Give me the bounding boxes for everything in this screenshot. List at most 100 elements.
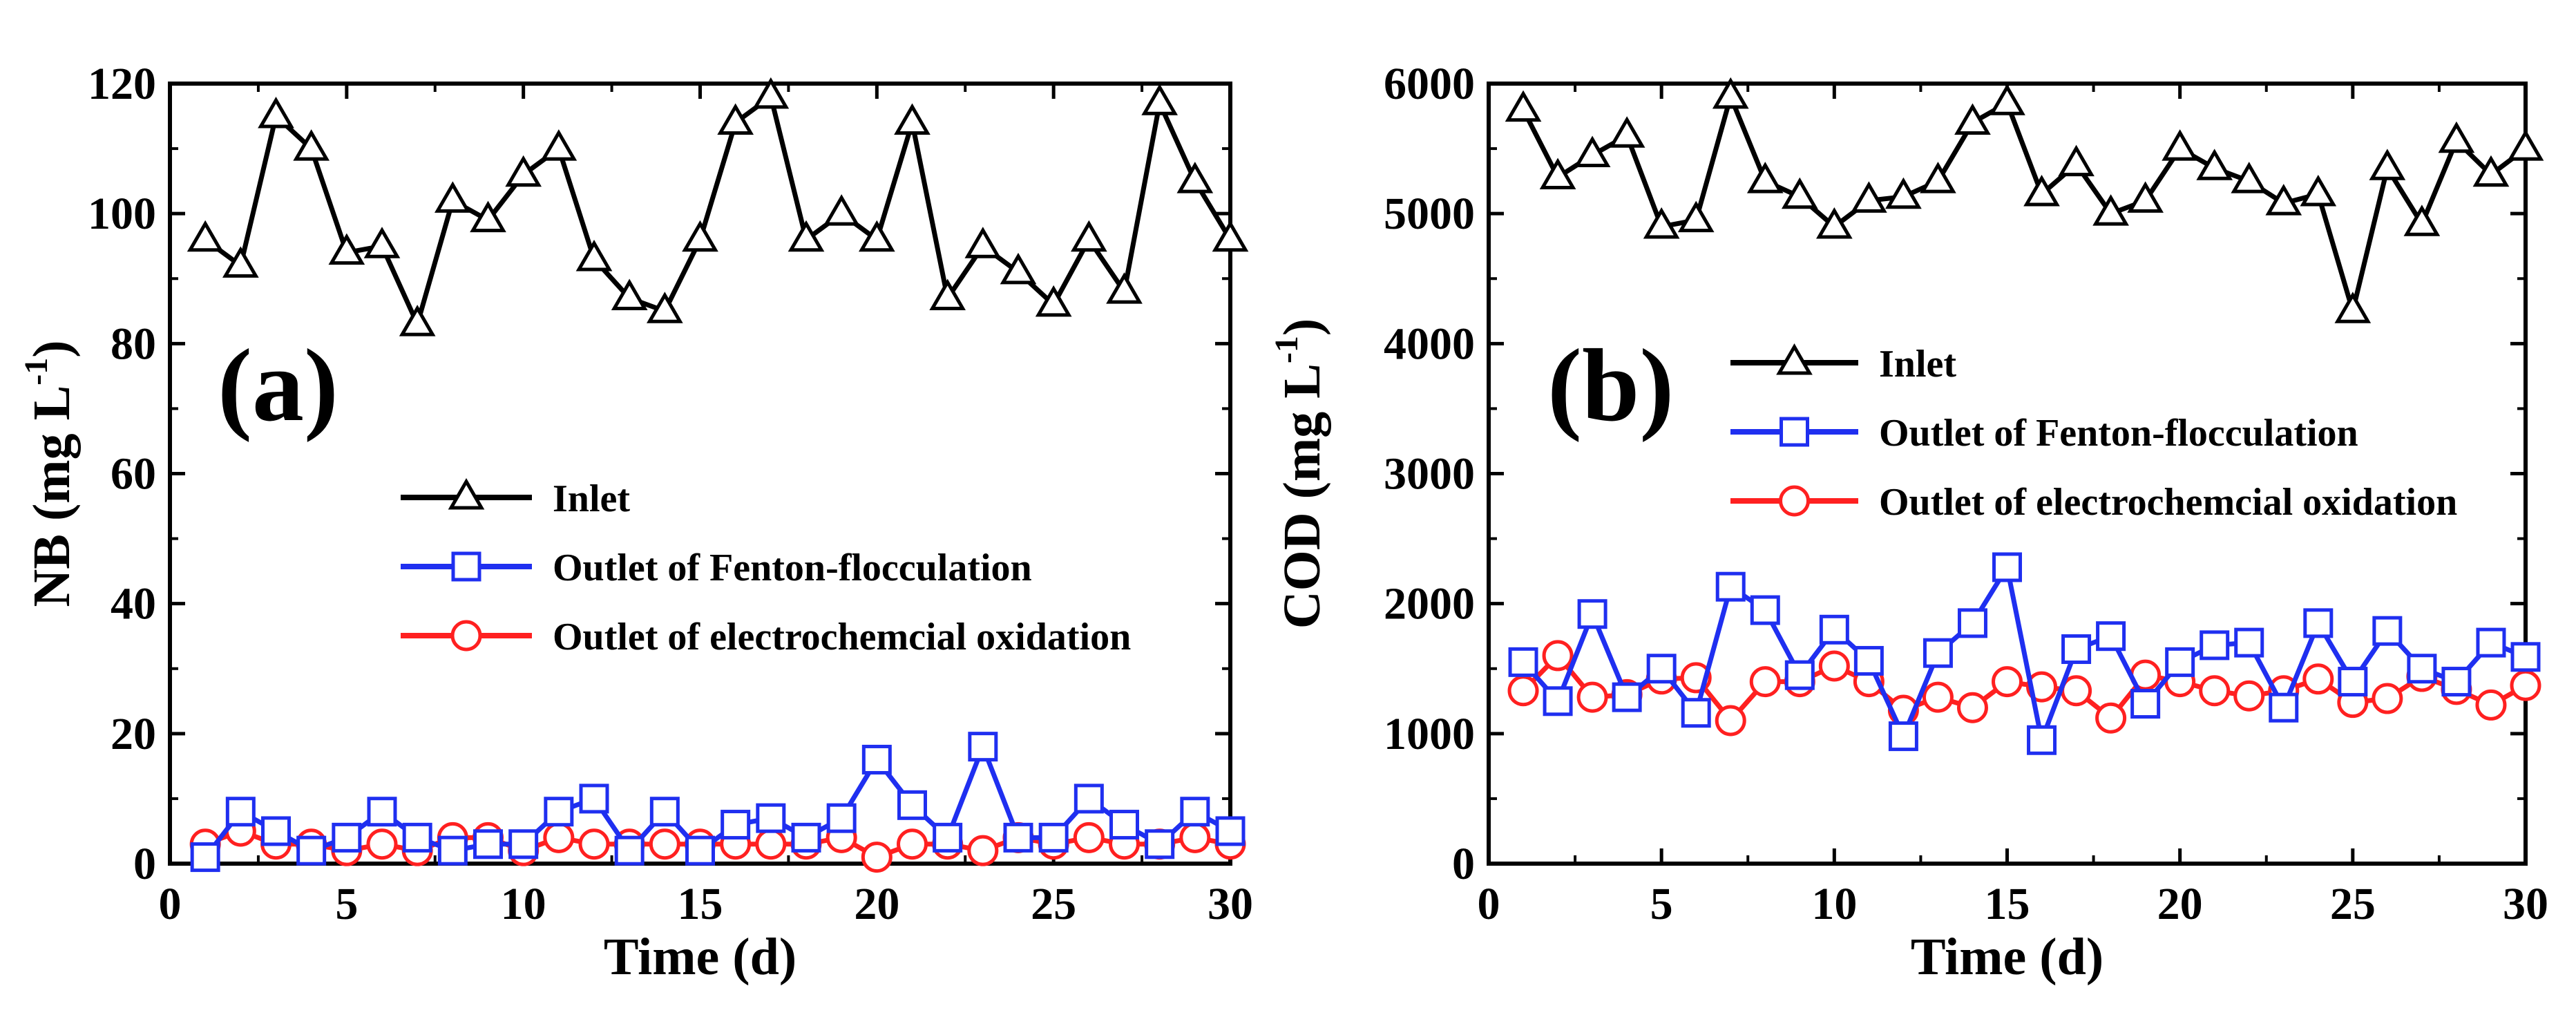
x-tick-label: 20 [854,879,899,929]
data-point [2334,292,2372,323]
data-point [293,129,330,161]
data-point [1507,675,1539,707]
data-point [363,227,401,258]
data-point [1992,552,2022,582]
data-point [2196,149,2233,180]
data-point [505,155,542,187]
y-tick-label: 80 [111,319,156,369]
data-point [261,816,291,846]
y-axis-label: COD (mg L-1) [1268,319,1331,629]
data-point [2095,702,2127,734]
data-point [2130,689,2161,719]
data-point [964,227,1002,258]
y-tick-label: 1000 [1384,709,1475,759]
data-point [1212,220,1249,252]
data-point [894,103,931,135]
data-point [2200,630,2230,661]
data-point [897,828,928,860]
data-point [2162,129,2199,161]
panel-label: (b) [1547,328,1674,443]
data-point [1141,84,1179,115]
data-point [2475,689,2507,721]
data-point [1608,116,1645,148]
data-point [649,797,680,827]
y-tick-label: 120 [88,59,156,109]
y-tick-label: 0 [133,839,156,889]
data-point [717,103,754,135]
data-point [1992,666,2023,698]
data-point [1989,84,2025,115]
data-point [225,797,256,827]
data-point [2476,627,2506,658]
data-point [897,790,927,820]
data-point [222,246,259,278]
data-point [2510,642,2541,672]
data-point [1749,666,1781,698]
legend-marker [450,620,482,652]
data-point [861,842,893,873]
data-point [1957,608,1987,638]
y-tick-label: 100 [88,189,156,239]
y-axis-label-superscript: -1 [1268,336,1305,363]
data-point [332,822,362,853]
y-tick-label: 3000 [1384,449,1475,500]
data-point [1784,660,1815,690]
legend: Inlet Outlet of Fenton-flocculation Outlet… [1730,343,2457,524]
data-point [1106,272,1143,304]
data-point [685,835,715,866]
y-axis-label-superscript: -1 [18,358,55,386]
data-point [1815,207,1853,239]
data-point [1574,135,1611,167]
data-point [2472,155,2510,187]
data-point [1885,177,1922,209]
data-point [1746,162,1784,193]
data-point [2165,647,2195,677]
data-point [1073,821,1105,853]
data-point [575,240,613,272]
data-point [1677,200,1715,233]
legend-item: Outlet of electrochemcial oxidation [1730,481,2457,524]
data-point [2407,654,2437,684]
x-tick-label: 10 [501,879,546,929]
data-point [434,181,471,213]
data-point [1888,721,1918,752]
data-point [2507,129,2544,161]
series-line [1521,560,2527,749]
data-point [2092,194,2129,226]
x-tick-label: 5 [1650,879,1673,929]
series-line [1520,89,2528,321]
legend-item: Inlet [1730,343,1956,386]
data-point [2372,683,2403,714]
data-point [1681,698,1711,728]
data-point [2058,144,2095,177]
y-tick-label: 5000 [1384,189,1475,239]
x-tick-label: 30 [1208,879,1253,929]
data-point [2303,608,2334,638]
legend-marker [1779,485,1810,517]
data-point [578,828,610,860]
data-point [861,744,892,775]
legend-label: Inlet [553,477,630,520]
data-point [682,220,718,252]
data-point [2027,725,2057,755]
data-point [2438,121,2475,153]
x-axis-label: Time (d) [604,928,796,986]
series-square [190,732,1246,873]
data-point [1643,207,1680,239]
data-point [1715,705,1746,737]
data-point [967,835,999,866]
data-point [755,828,787,860]
y-tick-label: 40 [111,579,156,629]
data-point [933,822,963,853]
data-point [2372,616,2403,646]
data-point [791,822,821,853]
data-point [1819,614,1849,645]
data-point [1145,829,1175,859]
data-point [1715,571,1746,602]
x-tick-label: 20 [2157,879,2203,929]
panel-b: 0 5 10 15 20 25 30 0 1000 2000 3000 4000 5000 6000 Tim… [1268,59,2548,986]
data-point [2269,692,2299,723]
data-point [1577,599,1607,629]
legend-item: Outlet of electrochemcial oxidation [401,616,1131,658]
